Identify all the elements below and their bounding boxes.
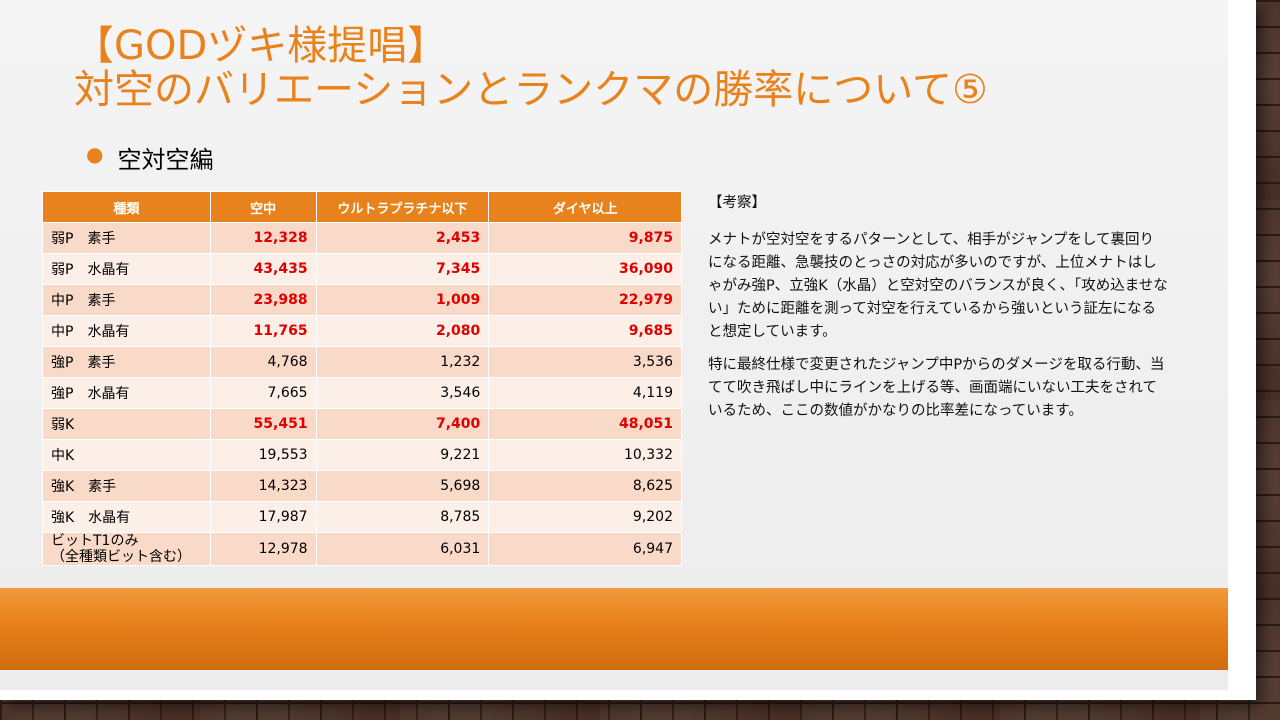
diamond-value-cell: 9,685 xyxy=(488,315,682,347)
ultra-platinum-value-cell: 7,400 xyxy=(315,408,490,440)
table-row: ビットT1のみ （全種類ビット含む） 12,978 6,031 6,947 xyxy=(42,532,682,566)
diamond-value-cell: 36,090 xyxy=(488,253,682,285)
row-type-label: ビットT1のみ xyxy=(51,533,139,549)
air-value-cell: 55,451 xyxy=(209,408,317,440)
table-row: 弱P 水晶有 43,435 7,345 36,090 xyxy=(42,253,682,285)
row-type-cell: 強P 水晶有 xyxy=(42,377,211,409)
row-type-label: 中K xyxy=(51,448,75,464)
air-value-cell: 14,323 xyxy=(209,470,317,502)
row-type-sublabel: （全種類ビット含む） xyxy=(51,549,191,565)
notes-paragraph-1: メナトが空対空をするパターンとして、相手がジャンプをして裏回りになる距離、急襲技… xyxy=(708,232,1168,340)
orange-footer-band xyxy=(0,588,1228,670)
table-row: 弱P 素手 12,328 2,453 9,875 xyxy=(42,222,682,254)
table-row: 弱K 55,451 7,400 48,051 xyxy=(42,408,682,440)
air-value-cell: 19,553 xyxy=(209,439,317,471)
row-type-label: 強P 素手 xyxy=(51,355,116,371)
header-diamond: ダイヤ以上 xyxy=(488,191,682,223)
ultra-platinum-value-cell: 9,221 xyxy=(315,439,490,471)
diamond-value-cell: 9,875 xyxy=(488,222,682,254)
slide-content: 【GODヅキ様提唱】 対空のバリエーションとランクマの勝率について⑤ ● 空対空… xyxy=(0,0,1228,690)
table-row: 強P 水晶有 7,665 3,546 4,119 xyxy=(42,377,682,409)
air-value-cell: 12,978 xyxy=(209,532,317,566)
row-type-cell: 弱P 素手 xyxy=(42,222,211,254)
row-type-cell: 弱P 水晶有 xyxy=(42,253,211,285)
row-type-label: 弱P 素手 xyxy=(51,231,116,247)
diamond-value-cell: 6,947 xyxy=(488,532,682,566)
row-type-cell: 中P 水晶有 xyxy=(42,315,211,347)
table-row: 強K 水晶有 17,987 8,785 9,202 xyxy=(42,501,682,533)
table-row: 中P 素手 23,988 1,009 22,979 xyxy=(42,284,682,316)
slide-title: 【GODヅキ様提唱】 対空のバリエーションとランクマの勝率について⑤ xyxy=(74,24,1174,112)
diamond-value-cell: 4,119 xyxy=(488,377,682,409)
row-type-label: 強K 素手 xyxy=(51,479,117,495)
ultra-platinum-value-cell: 8,785 xyxy=(315,501,490,533)
header-air: 空中 xyxy=(209,191,317,223)
notes-paragraph-2: 特に最終仕様で変更されたジャンプ中Pからのダメージを取る行動、当てて吹き飛ばし中… xyxy=(708,357,1165,419)
diamond-value-cell: 22,979 xyxy=(488,284,682,316)
title-line-2: 対空のバリエーションとランクマの勝率について⑤ xyxy=(74,67,988,113)
ultra-platinum-value-cell: 2,453 xyxy=(315,222,490,254)
slide-card: 【GODヅキ様提唱】 対空のバリエーションとランクマの勝率について⑤ ● 空対空… xyxy=(0,0,1256,700)
ultra-platinum-value-cell: 1,232 xyxy=(315,346,490,378)
title-line-1: 【GODヅキ様提唱】 xyxy=(74,23,448,69)
row-type-cell: 強K 素手 xyxy=(42,470,211,502)
air-value-cell: 12,328 xyxy=(209,222,317,254)
air-value-cell: 43,435 xyxy=(209,253,317,285)
bullet-text: 空対空編 xyxy=(117,146,214,174)
data-table: 種類 空中 ウルトラプラチナ以下 ダイヤ以上 弱P 素手 12,328 2,453 9… xyxy=(42,191,682,566)
ultra-platinum-value-cell: 6,031 xyxy=(315,532,490,566)
diamond-value-cell: 8,625 xyxy=(488,470,682,502)
bullet-item: ● 空対空編 xyxy=(86,140,213,175)
ultra-platinum-value-cell: 7,345 xyxy=(315,253,490,285)
table-row: 強P 素手 4,768 1,232 3,536 xyxy=(42,346,682,378)
air-value-cell: 11,765 xyxy=(209,315,317,347)
row-type-label: 強K 水晶有 xyxy=(51,510,131,526)
table-header-row: 種類 空中 ウルトラプラチナ以下 ダイヤ以上 xyxy=(42,191,682,223)
row-type-label: 中P 水晶有 xyxy=(51,324,130,340)
row-type-label: 弱K xyxy=(51,417,75,433)
diamond-value-cell: 10,332 xyxy=(488,439,682,471)
diamond-value-cell: 3,536 xyxy=(488,346,682,378)
table-row: 中P 水晶有 11,765 2,080 9,685 xyxy=(42,315,682,347)
header-ultra-platinum: ウルトラプラチナ以下 xyxy=(315,191,490,223)
row-type-cell: 中K xyxy=(42,439,211,471)
diamond-value-cell: 9,202 xyxy=(488,501,682,533)
row-type-cell: ビットT1のみ （全種類ビット含む） xyxy=(42,532,211,566)
ultra-platinum-value-cell: 1,009 xyxy=(315,284,490,316)
table-body: 弱P 素手 12,328 2,453 9,875 弱P 水晶有 43,435 7,345 36… xyxy=(42,222,682,566)
table-row: 強K 素手 14,323 5,698 8,625 xyxy=(42,470,682,502)
air-value-cell: 7,665 xyxy=(209,377,317,409)
row-type-label: 弱P 水晶有 xyxy=(51,262,130,278)
air-value-cell: 23,988 xyxy=(209,284,317,316)
row-type-label: 中P 素手 xyxy=(51,293,116,309)
air-value-cell: 4,768 xyxy=(209,346,317,378)
header-type: 種類 xyxy=(42,191,211,223)
notes-heading: 【考察】 xyxy=(708,195,766,211)
table-row: 中K 19,553 9,221 10,332 xyxy=(42,439,682,471)
ultra-platinum-value-cell: 3,546 xyxy=(315,377,490,409)
ultra-platinum-value-cell: 5,698 xyxy=(315,470,490,502)
row-type-cell: 強P 素手 xyxy=(42,346,211,378)
row-type-label: 強P 水晶有 xyxy=(51,386,130,402)
ultra-platinum-value-cell: 2,080 xyxy=(315,315,490,347)
air-value-cell: 17,987 xyxy=(209,501,317,533)
row-type-cell: 弱K xyxy=(42,408,211,440)
row-type-cell: 中P 素手 xyxy=(42,284,211,316)
diamond-value-cell: 48,051 xyxy=(488,408,682,440)
notes-panel: 【考察】 メナトが空対空をするパターンとして、相手がジャンプをして裏回りになる距… xyxy=(708,192,1168,433)
row-type-cell: 強K 水晶有 xyxy=(42,501,211,533)
bullet-dot-icon: ● xyxy=(86,141,104,166)
